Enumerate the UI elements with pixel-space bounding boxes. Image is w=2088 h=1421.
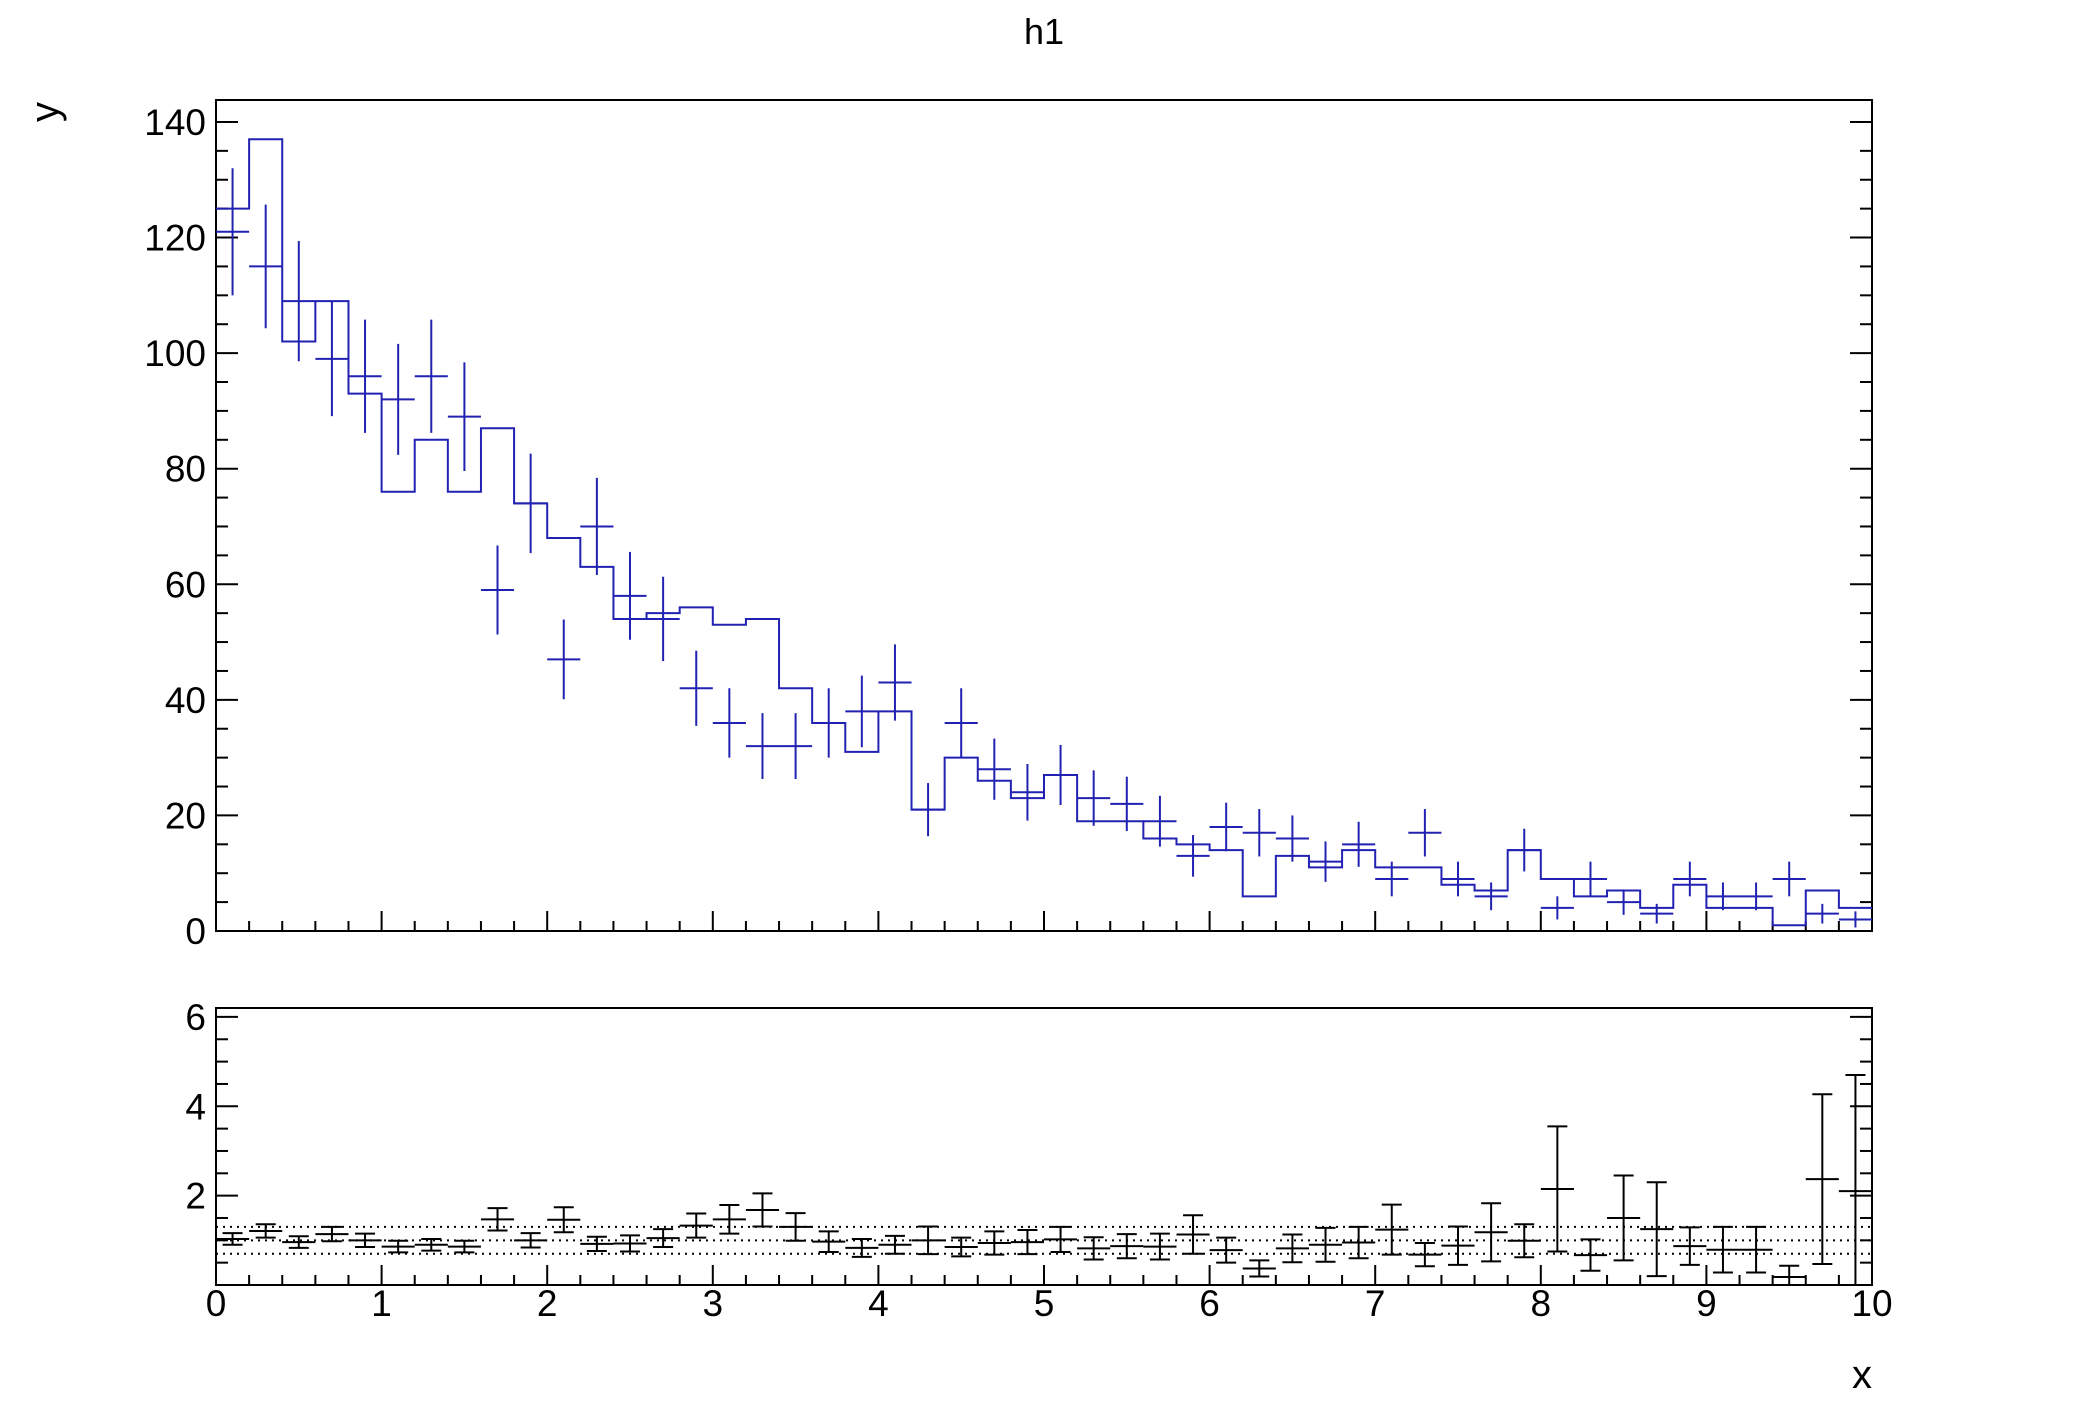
plot-title: h1 bbox=[1024, 11, 1064, 52]
y-axis-title: y bbox=[23, 102, 67, 122]
y-tick-label: 6 bbox=[185, 997, 206, 1038]
histogram-step-line bbox=[216, 138, 1872, 927]
ratio-panel: 2 4 6 0 1 2 3 4 5 6 7 8 9 10 bbox=[185, 997, 1892, 1324]
x-tick-label: 6 bbox=[1199, 1283, 1220, 1324]
y-tick-label: 100 bbox=[144, 333, 206, 374]
x-tick-label: 9 bbox=[1696, 1283, 1717, 1324]
ratio-points-series bbox=[216, 1074, 1872, 1285]
x-tick-label: 7 bbox=[1365, 1283, 1386, 1324]
data-points-series bbox=[216, 168, 1872, 928]
y-tick-label: 20 bbox=[165, 795, 206, 836]
histogram-step-series bbox=[216, 138, 1872, 927]
x-tick-label: 1 bbox=[371, 1283, 392, 1324]
x-axis-title: x bbox=[1852, 1353, 1872, 1397]
y-tick-label: 120 bbox=[144, 218, 206, 259]
y-tick-label: 2 bbox=[185, 1176, 206, 1217]
x-tick-label: 5 bbox=[1034, 1283, 1055, 1324]
panel-frame bbox=[215, 99, 1873, 932]
x-tick-label: 0 bbox=[206, 1283, 227, 1324]
y-tick-label: 4 bbox=[185, 1086, 206, 1127]
x-tick-label: 10 bbox=[1851, 1283, 1892, 1324]
y-tick-label: 40 bbox=[165, 680, 206, 721]
x-tick-label: 8 bbox=[1531, 1283, 1552, 1324]
main-panel: 0 20 40 60 80 100 120 140 bbox=[144, 99, 1873, 952]
y-tick-label: 80 bbox=[165, 449, 206, 490]
x-tick-label: 4 bbox=[868, 1283, 889, 1324]
y-tick-label: 0 bbox=[185, 911, 206, 952]
y-tick-label: 60 bbox=[165, 564, 206, 605]
y-tick-label: 140 bbox=[144, 102, 206, 143]
x-tick-label: 3 bbox=[703, 1283, 724, 1324]
x-tick-label: 2 bbox=[537, 1283, 558, 1324]
